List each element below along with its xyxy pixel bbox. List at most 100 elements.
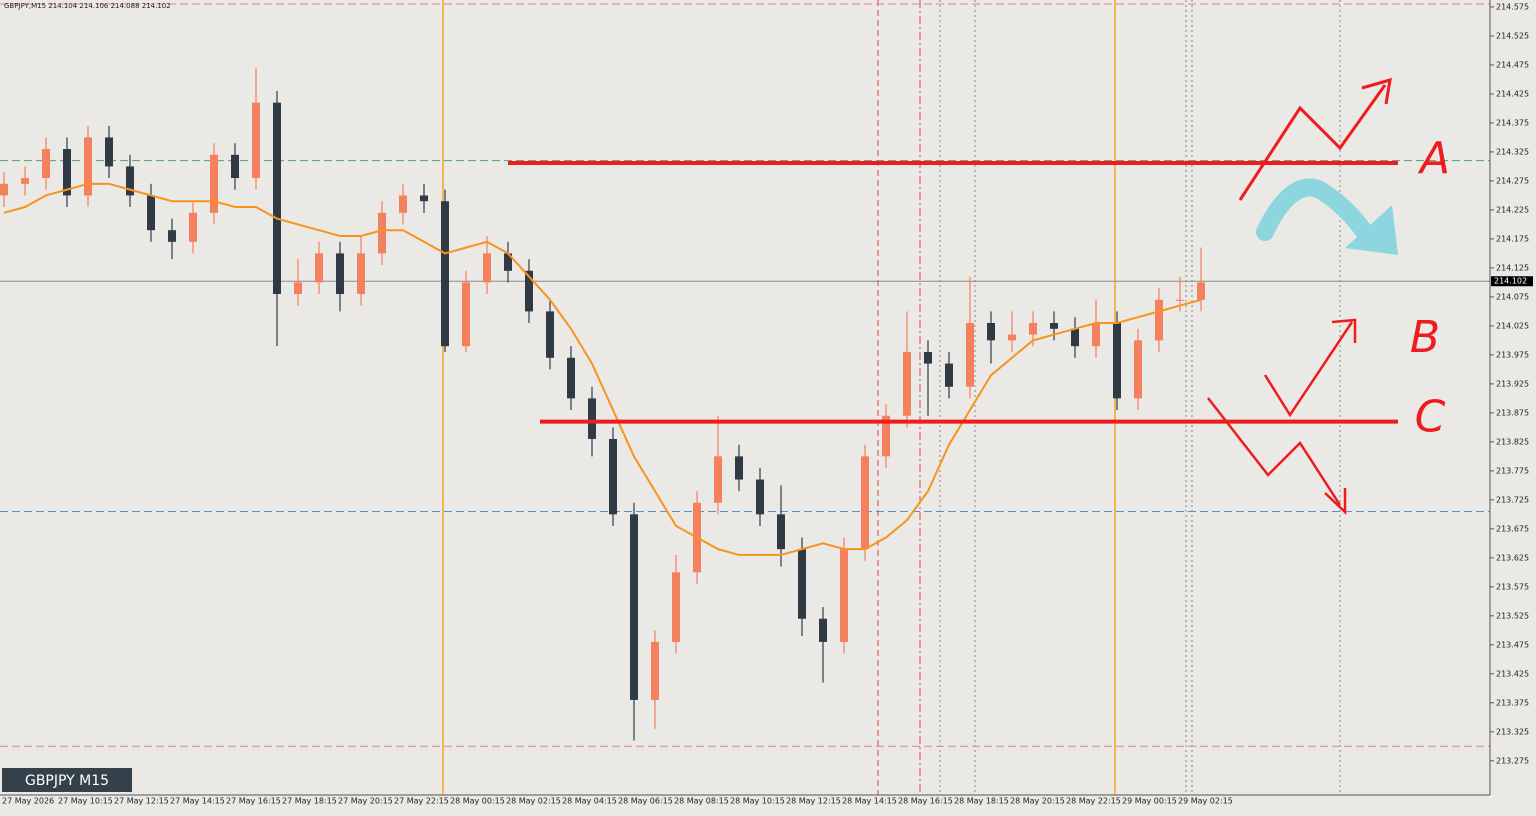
symbol-label: GBPJPY M15 (25, 773, 109, 789)
annotation-label: A (1417, 133, 1450, 184)
y-tick-label: 213.775 (1496, 466, 1529, 475)
blue-arrow (1256, 178, 1379, 249)
blue-arrow-head (1345, 205, 1398, 255)
y-tick-label: 214.025 (1496, 321, 1529, 330)
candle-body (336, 253, 344, 294)
y-tick-label: 213.275 (1496, 756, 1529, 765)
candle-body (273, 102, 281, 294)
candle-body (756, 479, 764, 515)
candle-body (1008, 334, 1016, 341)
candle-body (105, 137, 113, 167)
candle-body (798, 549, 806, 619)
candle-body (1197, 282, 1205, 300)
y-tick-label: 213.625 (1496, 553, 1529, 562)
candle-body (1134, 340, 1142, 399)
x-tick-label: 28 May 12:15 (786, 797, 841, 806)
y-tick-label: 214.075 (1496, 292, 1529, 301)
y-tick-label: 214.225 (1496, 205, 1529, 214)
y-tick-label: 214.275 (1496, 176, 1529, 185)
y-tick-label: 213.975 (1496, 350, 1529, 359)
y-tick-label: 214.175 (1496, 234, 1529, 243)
x-tick-label: 27 May 2026 (2, 797, 54, 806)
candle-body (840, 549, 848, 642)
candle-body (63, 149, 71, 196)
candle-body (210, 154, 218, 213)
candle-body (147, 195, 155, 231)
chart-title: GBPJPY,M15 214.104 214.106 214.088 214.1… (4, 2, 171, 10)
y-tick-label: 214.475 (1496, 60, 1529, 69)
x-tick-label: 28 May 20:15 (1010, 797, 1065, 806)
candle-body (861, 456, 869, 550)
arrow-head (1331, 318, 1357, 343)
candle-body (1071, 328, 1079, 347)
candle-body (924, 351, 932, 364)
y-tick-label: 214.425 (1496, 89, 1529, 98)
candle-body (651, 641, 659, 700)
candle-body (1092, 322, 1100, 347)
moving-average (3, 182, 1202, 556)
candle-body (21, 178, 29, 184)
symbol-badge (2, 768, 132, 792)
y-tick-label: 214.375 (1496, 118, 1529, 127)
candle-body (231, 154, 239, 179)
candle-body (168, 230, 176, 242)
x-tick-label: 27 May 14:15 (170, 797, 225, 806)
x-tick-label: 28 May 14:15 (842, 797, 897, 806)
candle-body (84, 137, 92, 196)
y-tick-label: 213.425 (1496, 669, 1529, 678)
x-tick-label: 29 May 00:15 (1122, 797, 1177, 806)
candle-body (987, 322, 995, 341)
candle-body (630, 514, 638, 700)
candle-body (504, 253, 512, 271)
candle-body (1050, 322, 1058, 329)
arrow-up-a (1238, 84, 1387, 201)
candle-body (819, 618, 827, 642)
y-tick-label: 213.825 (1496, 437, 1529, 446)
y-tick-label: 213.325 (1496, 727, 1529, 736)
candle-body (1029, 322, 1037, 335)
arrow-down-c (1207, 397, 1342, 506)
candle-body (735, 456, 743, 480)
current-price-label: 214.102 (1494, 277, 1527, 286)
candle-body (609, 438, 617, 515)
y-tick-label: 213.475 (1496, 640, 1529, 649)
candle-body (420, 195, 428, 202)
candle-body (294, 282, 302, 294)
x-tick-label: 28 May 08:15 (674, 797, 729, 806)
x-tick-label: 29 May 02:15 (1178, 797, 1233, 806)
x-tick-label: 27 May 10:15 (58, 797, 113, 806)
y-tick-label: 213.925 (1496, 379, 1529, 388)
candle-body (567, 357, 575, 399)
x-tick-label: 27 May 16:15 (226, 797, 281, 806)
candles (0, 67, 1205, 741)
candle-body (0, 183, 8, 196)
candle-body (483, 253, 491, 283)
x-tick-label: 28 May 16:15 (898, 797, 953, 806)
y-tick-label: 214.325 (1496, 147, 1529, 156)
y-tick-label: 213.575 (1496, 582, 1529, 591)
candle-body (315, 253, 323, 283)
x-tick-label: 27 May 18:15 (282, 797, 337, 806)
annotation-label: C (1415, 392, 1446, 443)
x-tick-label: 27 May 20:15 (338, 797, 393, 806)
candle-body (441, 201, 449, 347)
y-tick-label: 213.525 (1496, 611, 1529, 620)
y-tick-label: 214.575 (1496, 2, 1529, 11)
x-tick-label: 28 May 18:15 (954, 797, 1009, 806)
annotation-label: B (1410, 312, 1440, 363)
candle-body (42, 149, 50, 179)
x-tick-label: 28 May 00:15 (450, 797, 505, 806)
candle-body (399, 195, 407, 213)
arrow-head (1324, 488, 1347, 515)
x-tick-label: 28 May 02:15 (506, 797, 561, 806)
y-tick-label: 213.875 (1496, 408, 1529, 417)
candle-body (546, 311, 554, 358)
x-tick-label: 28 May 22:15 (1066, 797, 1121, 806)
arrow-head (1361, 77, 1392, 105)
x-tick-label: 27 May 12:15 (114, 797, 169, 806)
x-tick-label: 28 May 10:15 (730, 797, 785, 806)
candle-body (672, 572, 680, 642)
